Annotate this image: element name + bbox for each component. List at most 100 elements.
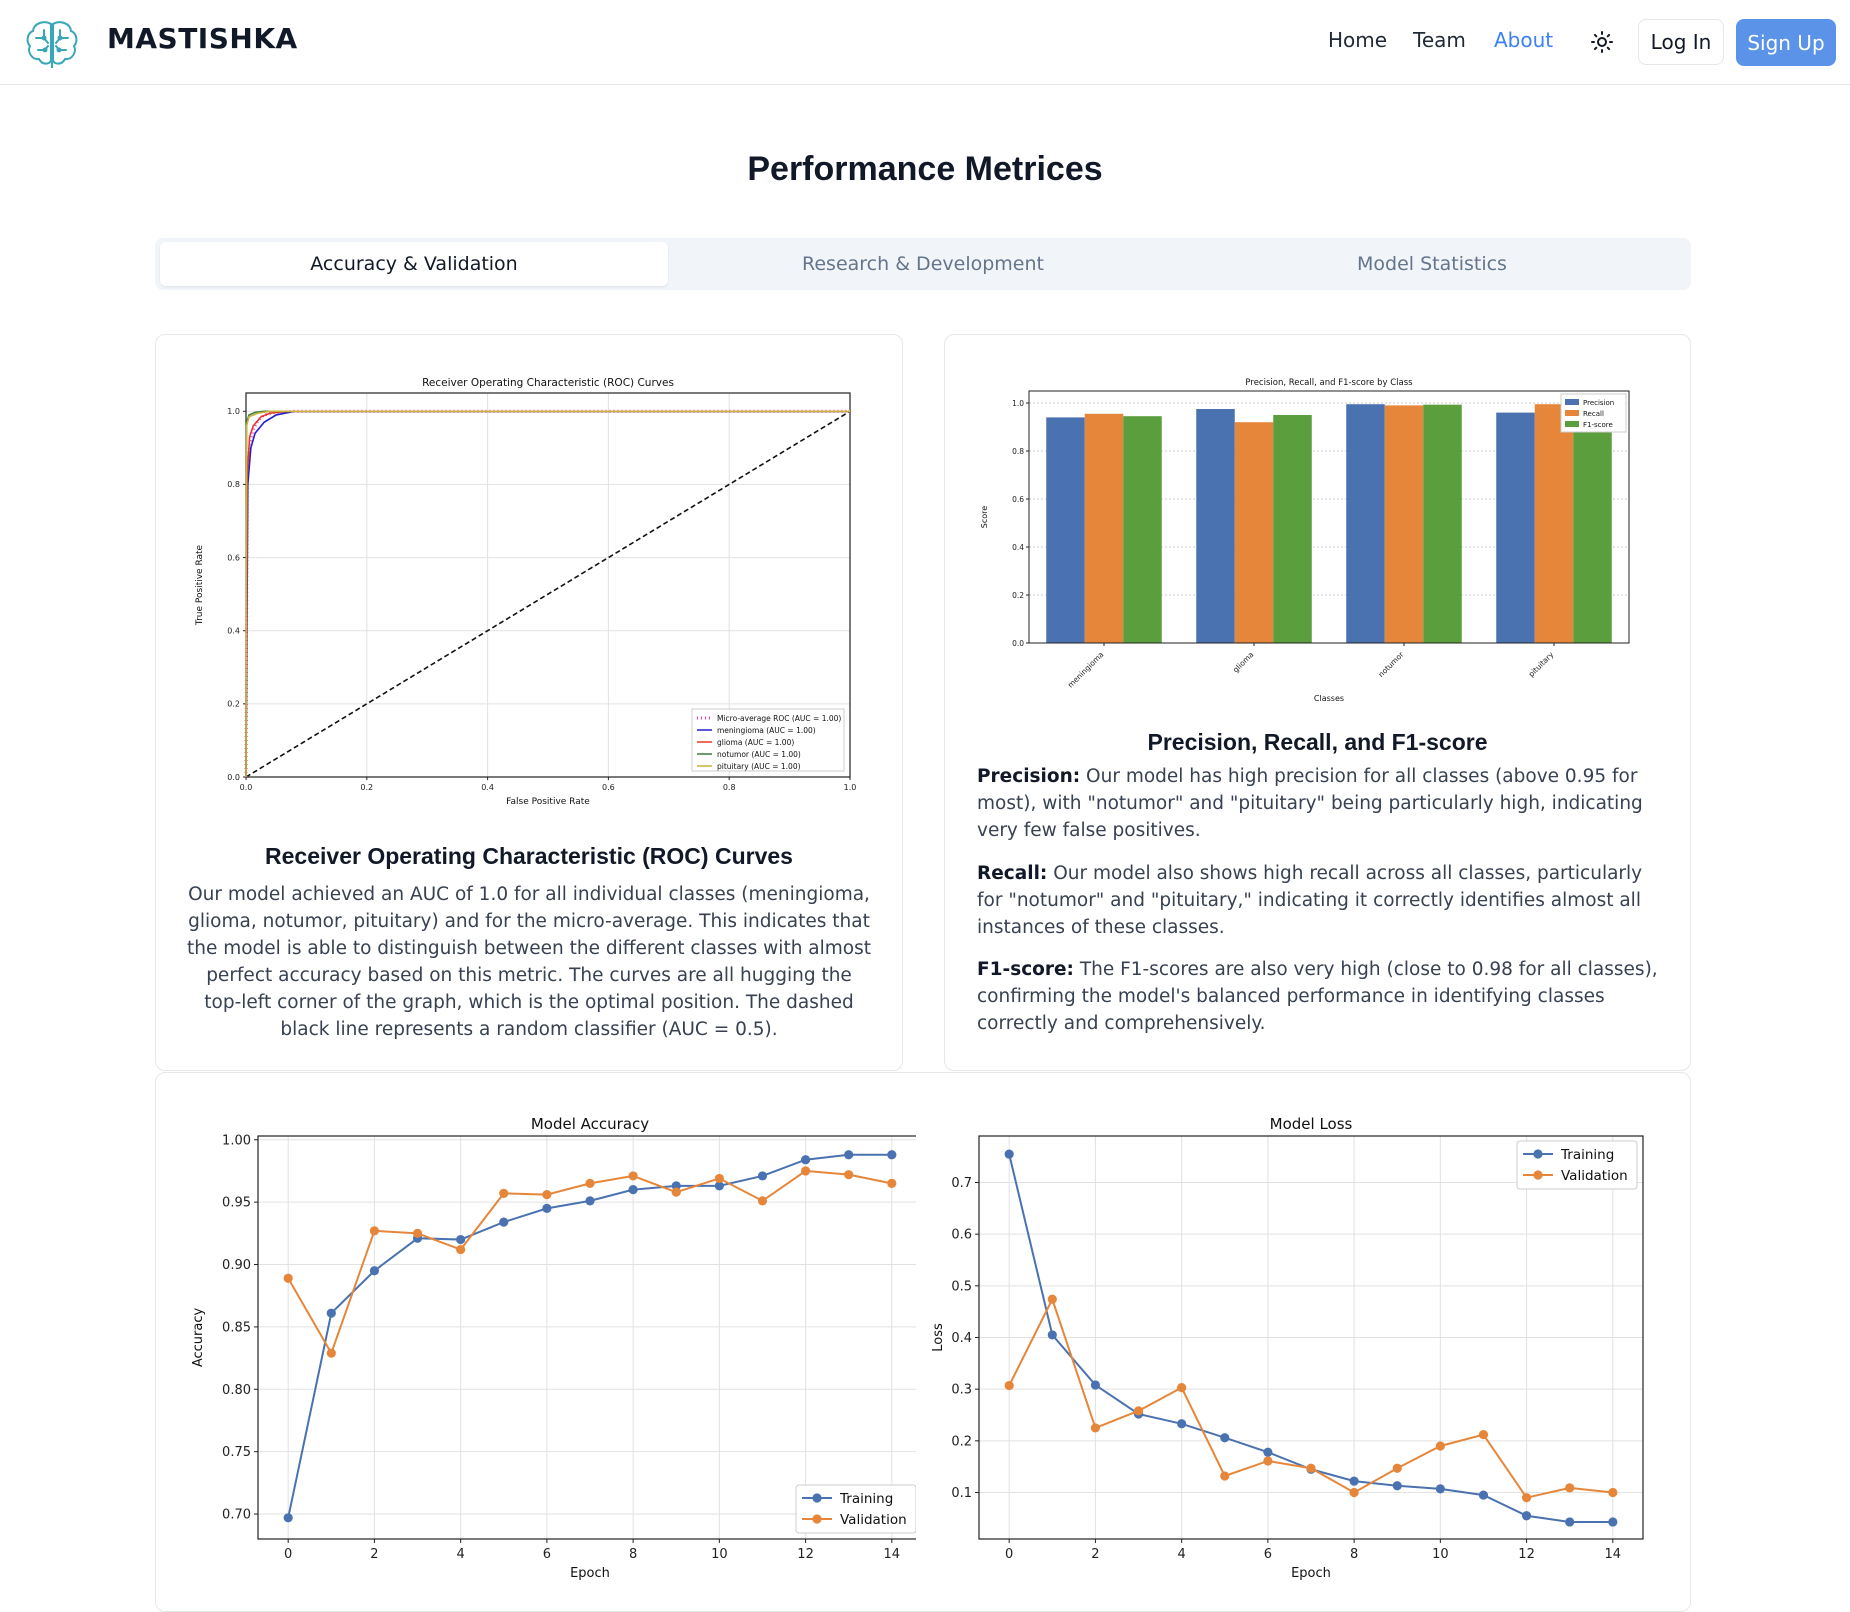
y-tick-label: 1.0 xyxy=(1012,399,1024,408)
nav-home[interactable]: Home xyxy=(1328,28,1388,52)
data-point-validation xyxy=(1392,1463,1402,1473)
data-point-validation xyxy=(757,1196,768,1206)
signup-button[interactable]: Sign Up xyxy=(1736,19,1836,66)
x-tick-label: 10 xyxy=(1432,1547,1449,1562)
data-point-validation xyxy=(1220,1471,1230,1481)
x-tick-label: 14 xyxy=(884,1547,901,1562)
data-point-validation xyxy=(1349,1487,1359,1498)
x-tick-label: 0 xyxy=(284,1547,292,1562)
data-point-training xyxy=(585,1196,595,1206)
x-tick-label: 2 xyxy=(370,1547,378,1562)
x-tick-label: 6 xyxy=(1264,1547,1272,1562)
series-line-training xyxy=(287,1153,892,1518)
data-point-training xyxy=(1263,1447,1273,1457)
y-tick-label: 0.6 xyxy=(227,553,240,562)
legend-swatch xyxy=(1565,399,1579,405)
x-tick-label: 0.6 xyxy=(602,783,615,792)
brand-name[interactable]: MASTISHKA xyxy=(107,22,298,55)
data-point-validation xyxy=(499,1188,509,1198)
nav-about[interactable]: About xyxy=(1494,28,1554,52)
x-tick-label: 0 xyxy=(1005,1547,1013,1562)
bar-recall-meningioma xyxy=(1084,413,1124,643)
y-tick-label: 0.70 xyxy=(222,1508,251,1523)
legend-label: Validation xyxy=(840,1512,907,1528)
nav-team[interactable]: Team xyxy=(1413,28,1466,52)
legend-swatch xyxy=(1565,421,1579,427)
legend-label: Micro-average ROC (AUC = 1.00) xyxy=(717,714,841,723)
y-tick-label: 1.00 xyxy=(222,1133,251,1148)
y-tick-label: 1.0 xyxy=(227,407,240,416)
data-point-validation xyxy=(326,1348,336,1358)
y-tick-label: 0.95 xyxy=(222,1196,251,1211)
data-point-training xyxy=(1177,1419,1187,1429)
bar-precision-notumor xyxy=(1346,404,1385,643)
data-point-validation xyxy=(1263,1456,1273,1466)
x-tick-label: 1.0 xyxy=(844,783,857,792)
y-tick-label: 0.7 xyxy=(951,1176,972,1191)
legend-label: pituitary (AUC = 1.00) xyxy=(717,762,801,771)
data-point-validation xyxy=(714,1173,724,1184)
x-tick-label: 4 xyxy=(1178,1547,1186,1562)
legend-label: F1-score xyxy=(1583,421,1613,429)
bar-f1-score-meningioma xyxy=(1123,416,1162,643)
chart-title: Precision, Recall, and F1-score by Class xyxy=(1245,378,1413,388)
login-button[interactable]: Log In xyxy=(1638,19,1724,65)
y-tick-label: 0.0 xyxy=(227,773,240,782)
data-point-training xyxy=(887,1150,897,1160)
top-navbar: MASTISHKA Home Team About Log In Sign Up xyxy=(0,0,1850,85)
x-tick-label: glioma xyxy=(1231,650,1255,674)
x-tick-label: pituitary xyxy=(1527,650,1556,679)
y-tick-label: 0.0 xyxy=(1012,639,1024,648)
data-point-validation xyxy=(412,1228,423,1238)
chart-title: Model Loss xyxy=(1270,1115,1353,1133)
plot-frame xyxy=(257,1135,916,1540)
bar-recall-glioma xyxy=(1234,422,1274,643)
data-point-training xyxy=(369,1266,380,1276)
tab-bar: Accuracy & Validation Research & Develop… xyxy=(155,238,1691,290)
page-title: Performance Metrices xyxy=(747,150,1103,188)
data-point-training xyxy=(542,1203,552,1213)
x-tick-label: 12 xyxy=(1518,1547,1535,1562)
data-point-validation xyxy=(1306,1463,1316,1473)
data-point-validation xyxy=(1521,1493,1532,1503)
x-tick-label: 10 xyxy=(711,1547,728,1562)
prf-heading: Precision, Recall, and F1-score xyxy=(1147,729,1488,755)
x-axis-label: Epoch xyxy=(570,1566,610,1581)
x-tick-label: 2 xyxy=(1091,1547,1099,1562)
data-point-validation xyxy=(1478,1430,1489,1440)
data-point-validation xyxy=(1133,1406,1144,1416)
data-point-validation xyxy=(1565,1483,1575,1493)
data-point-validation xyxy=(456,1244,466,1255)
x-tick-label: 6 xyxy=(543,1547,551,1562)
data-point-validation xyxy=(1090,1423,1101,1433)
brain-logo-icon[interactable] xyxy=(24,18,80,68)
f1-text: The F1-scores are also very high (close … xyxy=(977,959,1658,1034)
legend-label: meningioma (AUC = 1.00) xyxy=(717,726,816,735)
tab-accuracy-validation[interactable]: Accuracy & Validation xyxy=(160,242,668,286)
y-tick-label: 0.2 xyxy=(951,1434,972,1449)
data-point-validation xyxy=(1004,1380,1014,1391)
x-tick-label: 14 xyxy=(1605,1547,1622,1562)
data-point-validation xyxy=(1047,1294,1057,1304)
x-tick-label: 0.8 xyxy=(723,783,736,792)
data-point-training xyxy=(1090,1380,1101,1390)
x-axis-label: Epoch xyxy=(1291,1566,1331,1581)
tab-research-development[interactable]: Research & Development xyxy=(802,253,1044,275)
legend-swatch xyxy=(1565,410,1579,416)
data-point-validation xyxy=(887,1178,897,1189)
tab-model-statistics[interactable]: Model Statistics xyxy=(1357,253,1507,275)
data-point-training xyxy=(1608,1517,1618,1527)
theme-toggle-sun-icon[interactable] xyxy=(1590,30,1614,54)
legend-label: Validation xyxy=(1561,1168,1628,1184)
bar-precision-pituitary xyxy=(1496,412,1535,643)
x-axis-label: Classes xyxy=(1314,694,1344,703)
legend-swatch-marker xyxy=(812,1514,822,1524)
y-tick-label: 0.80 xyxy=(222,1383,251,1398)
y-tick-label: 0.2 xyxy=(1012,591,1024,600)
precision-label: Precision: xyxy=(977,766,1081,787)
prf-chart: 0.0 0.2 0.4 0.6 0.8 1.0 meningioma glioma notumo… xyxy=(980,378,1630,703)
y-tick-label: 0.75 xyxy=(222,1445,251,1460)
data-point-training xyxy=(800,1155,811,1165)
x-tick-label: 0.2 xyxy=(360,783,373,792)
recall-label: Recall: xyxy=(977,863,1048,884)
